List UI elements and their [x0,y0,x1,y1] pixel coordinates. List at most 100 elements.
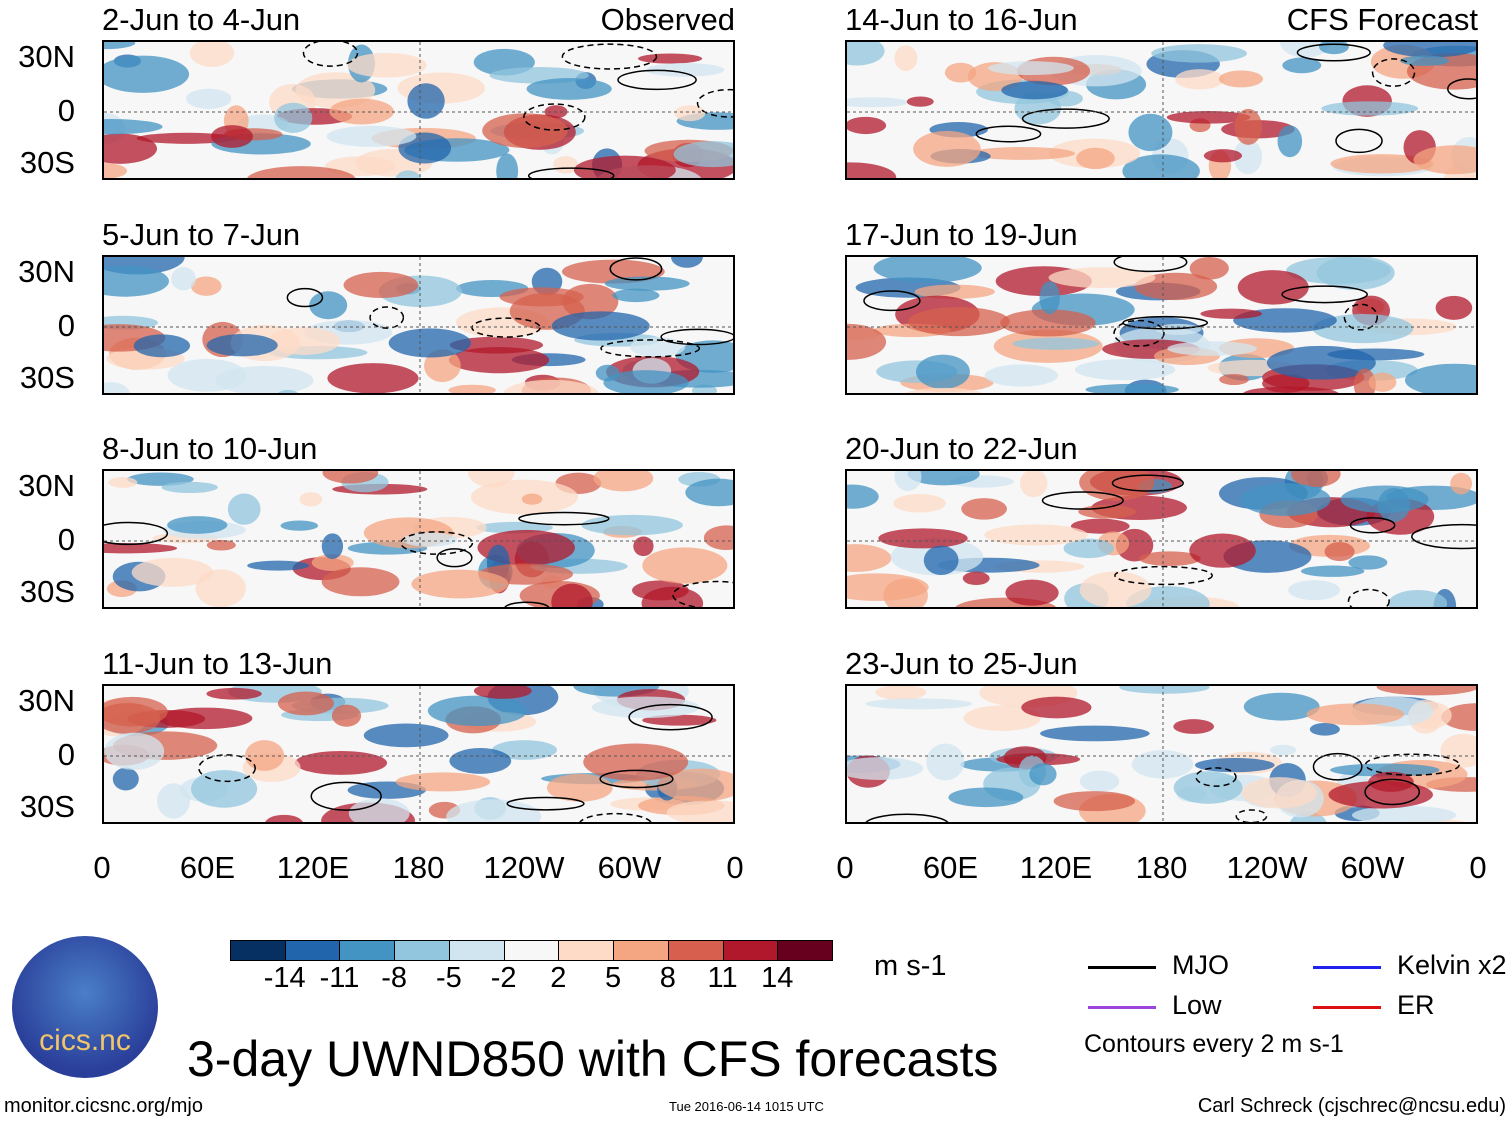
anomaly-blob [1001,81,1068,100]
lon-label: 60E [179,850,236,885]
colorbar-box [503,940,560,961]
anomaly-blob [274,102,313,133]
anomaly-blob [321,567,400,597]
colorbar-box [667,940,724,961]
anomaly-blob [280,520,319,531]
panel-tag: CFS Forecast [1286,2,1478,37]
mjo-contour [1296,43,1371,62]
anomaly-blob [847,97,909,108]
anomaly-blob [322,471,379,484]
mjo-contour [1364,753,1460,776]
mjo-contour [617,69,697,91]
footer-url: monitor.cicsnc.org/mjo [4,1095,203,1117]
anomaly-blob [167,358,247,392]
anomaly-blob [1348,555,1388,570]
anomaly-blob [1079,571,1152,607]
wind-anomaly-field [104,42,733,178]
mjo-contour [1411,523,1476,550]
anomaly-blob [1173,771,1243,804]
anomaly-blob [894,471,922,492]
anomaly-blob [1166,111,1251,124]
mjo-contour [1195,767,1237,787]
panel-title: 14-Jun to 16-Jun [845,2,1078,37]
mjo-contour [599,769,674,789]
lat-label: 30S [19,145,75,180]
anomaly-blob [1005,579,1059,606]
anomaly-blob [448,346,550,374]
anomaly-blob [496,153,519,178]
anomaly-blob [1300,565,1365,577]
anomaly-blob [1029,763,1057,786]
colorbar-box [230,940,286,961]
mjo-contour [1349,517,1396,534]
anomaly-blob [642,547,728,584]
mjo-contour [1347,588,1390,607]
lat-label: 0 [57,737,75,772]
anomaly-blob [363,723,449,748]
anomaly-blob [161,481,218,494]
anomaly-blob [1175,69,1225,90]
anomaly-blob [546,773,613,802]
colorbar-label: -14 [263,962,306,994]
mjo-contour [975,125,1042,143]
anomaly-blob [646,63,725,77]
anomaly-blob [583,743,689,781]
anomaly-blob [326,125,417,147]
mjo-contour [1021,108,1110,129]
anomaly-blob [104,265,169,297]
anomaly-blob [847,484,879,509]
legend-label-low: Low [1172,990,1222,1020]
anomaly-blob [424,349,461,383]
anomaly-blob [1243,692,1320,721]
mjo-contour [198,754,256,783]
anomaly-blob [1189,533,1256,568]
panel-tag: Observed [600,2,735,37]
mjo-contour [1114,565,1213,586]
lat-label: 30N [18,683,75,718]
colorbar-box [613,940,669,961]
anomaly-blob [847,42,885,66]
anomaly-blob [503,379,599,393]
legend-line-er [1313,1006,1381,1009]
anomaly-blob [893,494,946,513]
lat-label: 0 [57,522,75,557]
colorbar-box [339,940,396,961]
mjo-contour [561,43,658,70]
anomaly-blob [108,477,138,488]
anomaly-blob [969,147,1075,160]
anomaly-blob [446,799,542,822]
anomaly-blob [913,130,981,167]
anomaly-blob [1167,341,1257,356]
anomaly-blob [1321,101,1419,116]
mjo-contour [696,88,733,118]
mjo-contour [579,812,652,822]
panel-title: 8-Jun to 10-Jun [102,431,318,466]
anomaly-blob [1376,686,1476,696]
anomaly-blob [1019,471,1048,498]
anomaly-blob [268,327,341,355]
anomaly-blob [847,116,887,135]
lon-label: 120W [1226,850,1308,885]
anomaly-blob [1119,686,1210,694]
anomaly-blob [482,113,568,148]
anomaly-blob [987,61,1074,76]
anomaly-blob [1237,270,1309,305]
colorbar-box [284,940,341,961]
anomaly-blob [604,276,690,291]
anomaly-blob [1327,348,1425,361]
lon-label: 60W [597,850,662,885]
anomaly-blob [245,740,285,771]
lon-label: 0 [93,850,111,885]
colorbar-label: 11 [707,962,738,994]
anomaly-blob [1288,580,1341,601]
anomaly-blob [265,814,303,822]
anomaly-blob [190,276,222,296]
mjo-contour [1235,809,1268,822]
wind-anomaly-field [104,686,733,822]
anomaly-blob [552,156,579,174]
anomaly-blob [1282,57,1322,74]
anomaly-blob [847,162,897,178]
anomaly-blob [894,45,918,72]
anomaly-blob [984,364,1059,387]
